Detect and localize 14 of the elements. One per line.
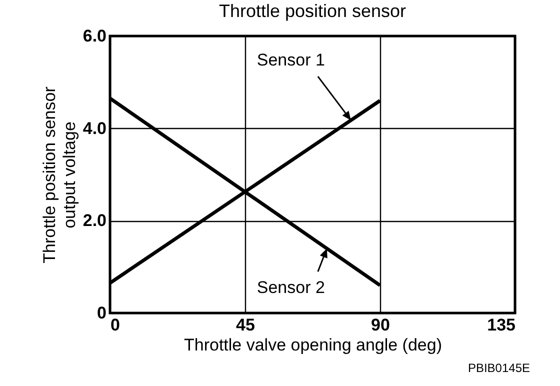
y-tick-label: 6.0 [82, 26, 106, 46]
x-tick-label: 135 [487, 316, 516, 334]
chart-title: Throttle position sensor [218, 1, 406, 21]
y-tick-label: 4.0 [82, 118, 106, 138]
x-tick-label: 45 [236, 316, 255, 334]
text: Sensor 1 [256, 50, 325, 70]
y-tick-label: 0 [97, 304, 106, 322]
x-tick-label: 90 [371, 316, 390, 334]
legend-label: Sensor 2 [256, 278, 325, 297]
text: PBIB0145E [468, 361, 530, 375]
y-axis-title: Throttle position sensor output voltage [40, 86, 79, 264]
y-tick-label: 2.0 [82, 211, 106, 230]
x-tick-label: 0 [110, 316, 120, 334]
x-axis-title: Throttle valve opening angle (deg) [184, 336, 442, 354]
